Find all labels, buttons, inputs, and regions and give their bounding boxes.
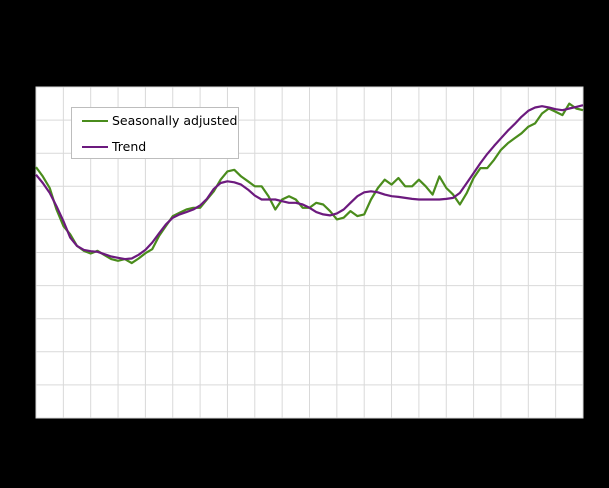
legend-swatch-green-icon — [82, 119, 108, 122]
legend-item-trend: Trend — [82, 139, 146, 154]
legend-swatch-purple-icon — [82, 145, 108, 148]
series-line-trend — [35, 104, 584, 261]
chart-legend: Seasonally adjusted Trend — [71, 107, 239, 159]
legend-label: Seasonally adjusted — [112, 113, 238, 128]
legend-item-seasonally-adjusted: Seasonally adjusted — [82, 113, 237, 128]
legend-label: Trend — [112, 139, 147, 154]
data-series — [35, 102, 584, 265]
